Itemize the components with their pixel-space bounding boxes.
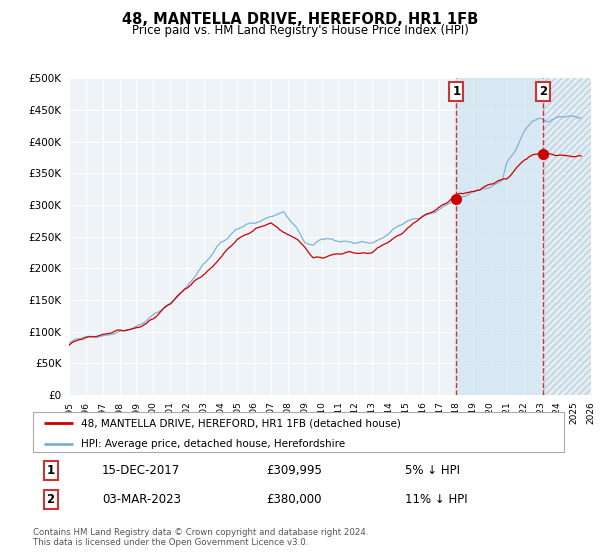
Text: 48, MANTELLA DRIVE, HEREFORD, HR1 1FB (detached house): 48, MANTELLA DRIVE, HEREFORD, HR1 1FB (d… (81, 418, 401, 428)
Text: 15-DEC-2017: 15-DEC-2017 (102, 464, 180, 477)
Text: 1: 1 (452, 85, 460, 98)
Text: HPI: Average price, detached house, Herefordshire: HPI: Average price, detached house, Here… (81, 438, 345, 449)
Text: 1: 1 (46, 464, 55, 477)
Text: 2: 2 (539, 85, 547, 98)
Text: 03-MAR-2023: 03-MAR-2023 (102, 493, 181, 506)
Text: £380,000: £380,000 (266, 493, 322, 506)
Bar (544, 78, 591, 395)
Text: 11% ↓ HPI: 11% ↓ HPI (404, 493, 467, 506)
Bar (456, 78, 544, 395)
Text: 2: 2 (46, 493, 55, 506)
Text: £309,995: £309,995 (266, 464, 323, 477)
Text: 5% ↓ HPI: 5% ↓ HPI (404, 464, 460, 477)
Text: Price paid vs. HM Land Registry's House Price Index (HPI): Price paid vs. HM Land Registry's House … (131, 24, 469, 37)
Text: 48, MANTELLA DRIVE, HEREFORD, HR1 1FB: 48, MANTELLA DRIVE, HEREFORD, HR1 1FB (122, 12, 478, 27)
Text: Contains HM Land Registry data © Crown copyright and database right 2024.
This d: Contains HM Land Registry data © Crown c… (33, 528, 368, 547)
Bar (544, 78, 591, 395)
